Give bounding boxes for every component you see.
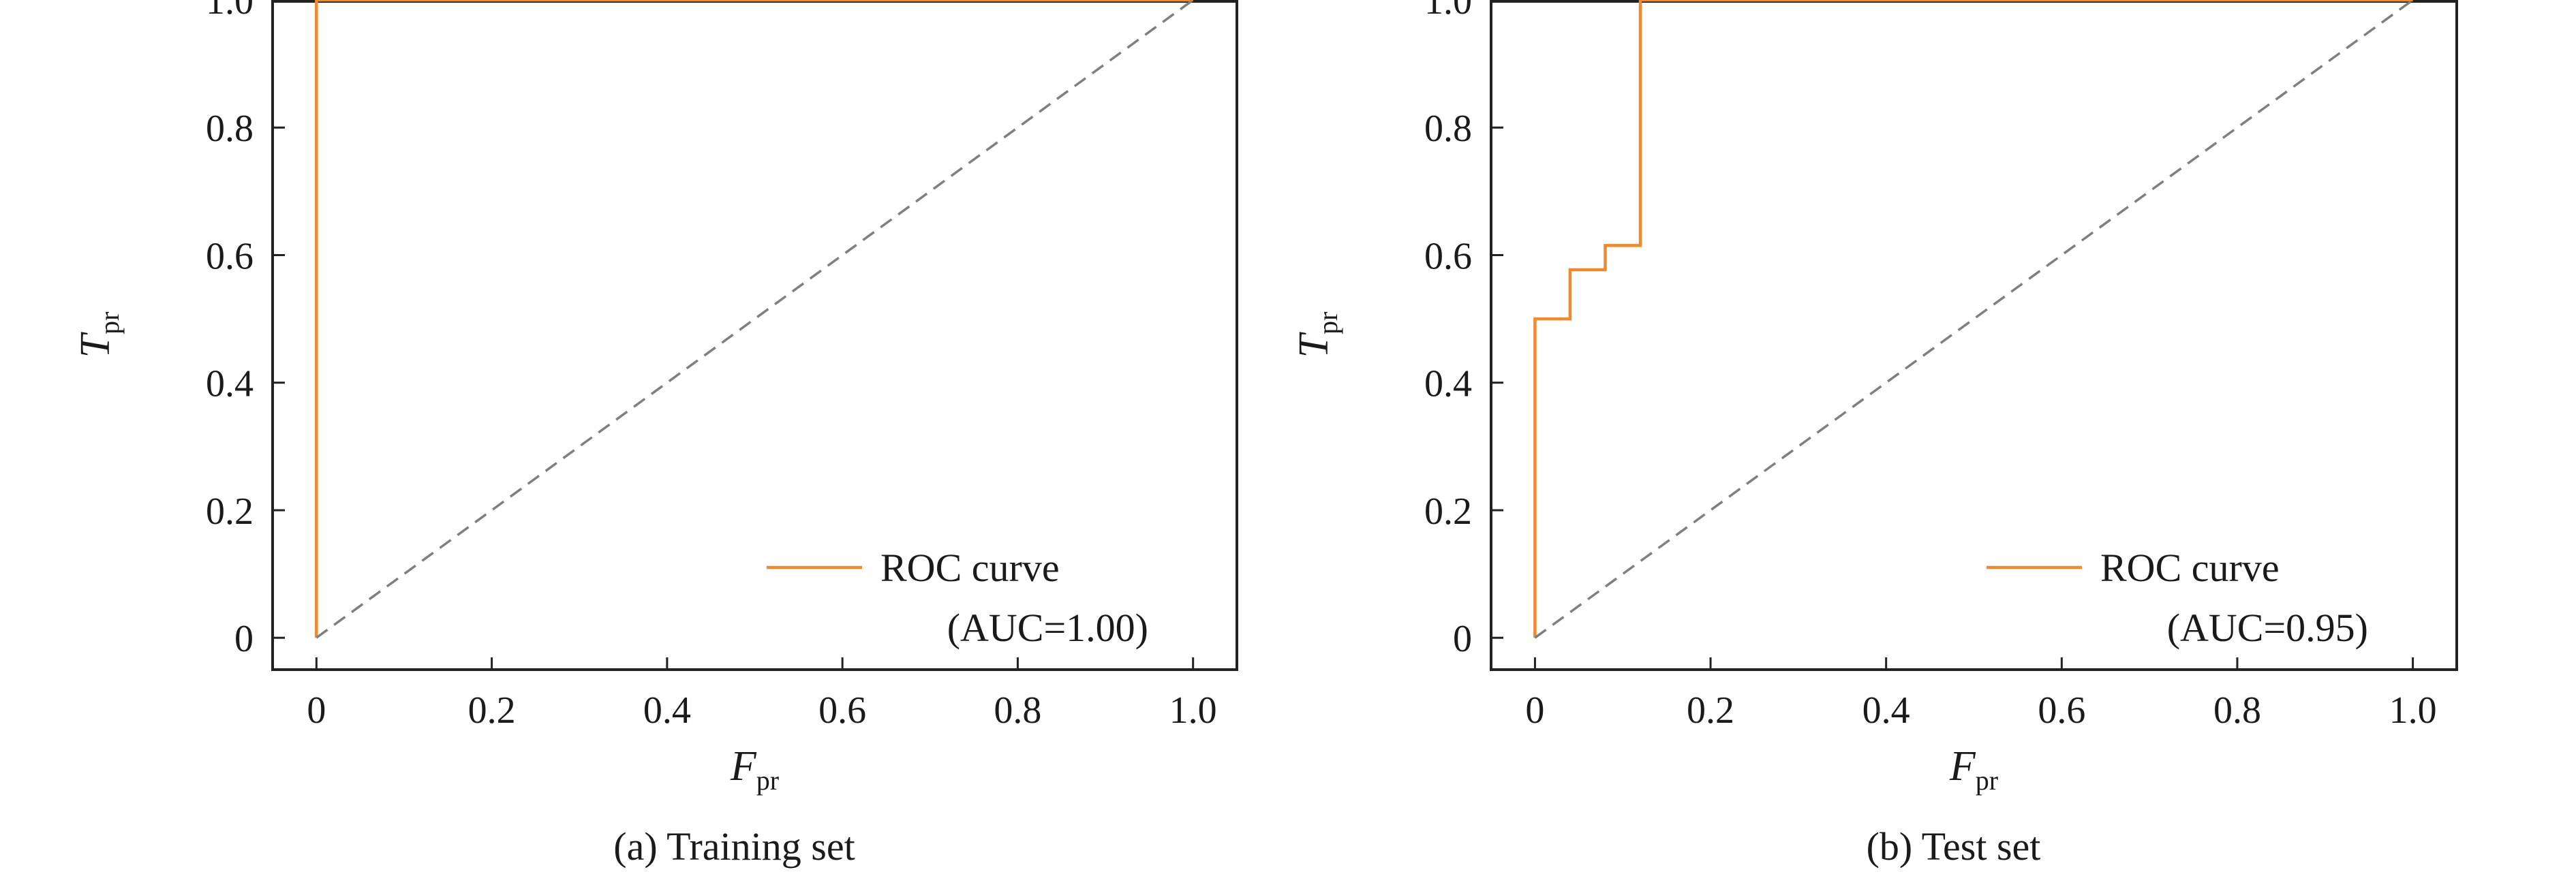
y-tick-label: 0.6	[206, 235, 254, 277]
y-tick-label: 0.8	[1424, 108, 1472, 150]
x-tick-label: 0.6	[2038, 689, 2085, 732]
x-tick-label: 0.6	[818, 689, 866, 732]
y-tick-label: 0.6	[1424, 235, 1472, 277]
legend-label: ROC curve	[880, 546, 1060, 590]
y-tick-label: 1.0	[206, 0, 254, 22]
y-tick-label: 0.4	[1424, 363, 1472, 405]
x-axis-title: Fpr	[1949, 743, 1998, 796]
x-tick-label: 0.4	[1862, 689, 1910, 732]
x-tick-label: 0.8	[2213, 689, 2261, 732]
x-tick-label: 0.8	[994, 689, 1041, 732]
x-axis-title: Fpr	[730, 743, 779, 796]
y-tick-label: 0.4	[206, 363, 254, 405]
legend-auc: (AUC=1.00)	[947, 606, 1148, 650]
y-axis-title: Tpr	[1291, 312, 1343, 358]
panel-caption: (a) Training set	[613, 824, 855, 869]
y-tick-label: 0	[1453, 618, 1472, 660]
y-tick-label: 0	[234, 618, 254, 660]
x-tick-label: 1.0	[2389, 689, 2437, 732]
y-tick-label: 0.2	[1424, 490, 1472, 533]
panel-caption: (b) Test set	[1867, 824, 2041, 869]
y-tick-label: 0.8	[206, 108, 254, 150]
y-axis-title: Tpr	[72, 312, 125, 358]
plot-frame	[271, 0, 1238, 671]
plot-frame	[1490, 0, 2458, 671]
y-tick-label: 1.0	[1424, 0, 1472, 22]
legend-auc: (AUC=0.95)	[2167, 606, 2368, 650]
chart-panel-a: 0 0.2 0.4 0.6 0.8 1.0 0 0.2 0.4 0.6 0.8 1.0 Fpr Tpr RO…	[72, 0, 1238, 869]
y-tick-label: 0.2	[206, 490, 254, 533]
chart-panel-b: 0 0.2 0.4 0.6 0.8 1.0 0 0.2 0.4 0.6 0.8 1.0 Fpr Tpr RO…	[1291, 0, 2458, 869]
chance-diagonal-line	[1534, 0, 2414, 639]
x-tick-label: 0.4	[643, 689, 691, 732]
x-tick-label: 1.0	[1169, 689, 1217, 732]
roc-curve-line	[1533, 0, 2413, 638]
x-tick-label: 0	[307, 689, 326, 732]
legend-label: ROC curve	[2100, 546, 2280, 590]
roc-curve-line	[315, 0, 1193, 638]
chance-diagonal-line	[316, 0, 1194, 639]
x-tick-label: 0.2	[468, 689, 516, 732]
x-tick-label: 0	[1525, 689, 1544, 732]
x-tick-label: 0.2	[1687, 689, 1734, 732]
